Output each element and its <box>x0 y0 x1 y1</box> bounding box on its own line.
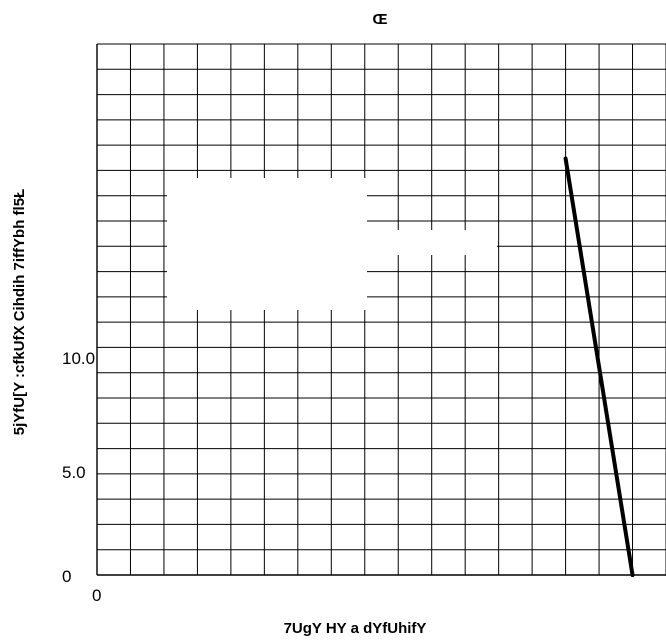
y-tick-5: 5.0 <box>62 463 86 482</box>
x-tick-0: 0 <box>92 586 101 605</box>
x-axis-label: 7UgY HY a dYfUhifY <box>284 620 427 637</box>
series-line <box>563 156 635 577</box>
blank-region <box>367 230 497 255</box>
chart-title: Œ <box>373 11 388 28</box>
blank-region <box>199 230 367 310</box>
blank-regions <box>167 178 497 310</box>
y-tick-10: 10.0 <box>62 349 95 368</box>
series-group <box>563 156 635 577</box>
y-axis-label: 5jYfU[Y :cfkUfX Cihdih 7iffYbh fl5Ł <box>11 189 28 435</box>
y-tick-0: 0 <box>62 567 71 586</box>
grid-lines <box>96 43 666 576</box>
